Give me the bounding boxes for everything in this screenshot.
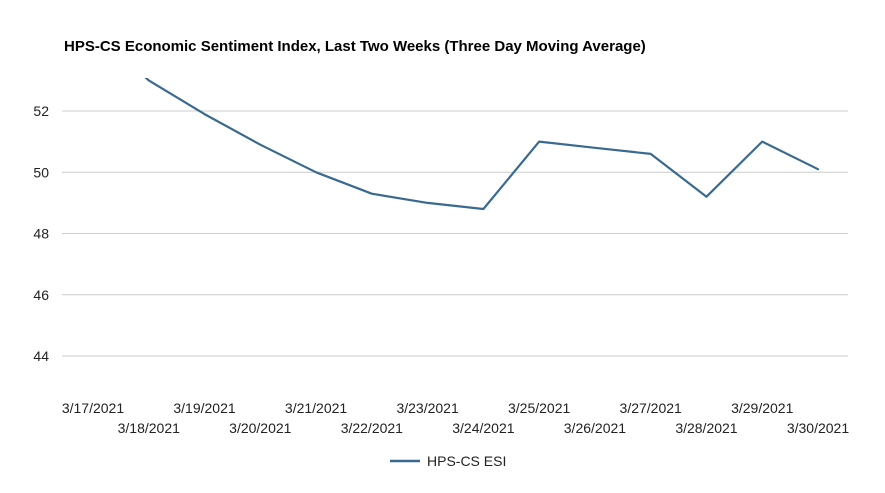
x-tick-label: 3/17/2021 bbox=[62, 400, 124, 416]
x-tick-label: 3/26/2021 bbox=[564, 420, 626, 436]
x-tick-label: 3/19/2021 bbox=[173, 400, 235, 416]
x-tick-label: 3/30/2021 bbox=[787, 420, 849, 436]
y-tick-label: 46 bbox=[33, 287, 49, 303]
series-lines bbox=[144, 78, 820, 211]
x-tick-label: 3/23/2021 bbox=[396, 400, 458, 416]
series-line-0 bbox=[144, 78, 820, 211]
legend-item[interactable]: HPS-CS ESI bbox=[390, 453, 506, 469]
y-tick-label: 50 bbox=[33, 164, 49, 180]
x-tick-label: 3/25/2021 bbox=[508, 400, 570, 416]
legend[interactable]: HPS-CS ESI bbox=[390, 453, 506, 469]
x-tick-label: 3/18/2021 bbox=[118, 420, 180, 436]
x-tick-label: 3/24/2021 bbox=[452, 420, 514, 436]
x-tick-label: 3/20/2021 bbox=[229, 420, 291, 436]
x-tick-label: 3/28/2021 bbox=[675, 420, 737, 436]
x-tick-label: 3/22/2021 bbox=[341, 420, 403, 436]
x-axis-tick-labels: 3/17/2021 3/18/2021 3/19/2021 3/20/2021 3/21… bbox=[62, 400, 849, 436]
x-tick-label: 3/21/2021 bbox=[285, 400, 347, 416]
chart-title: HPS-CS Economic Sentiment Index, Last Tw… bbox=[64, 38, 646, 55]
y-tick-label: 52 bbox=[33, 103, 49, 119]
y-axis-tick-labels: 44 46 48 50 52 bbox=[33, 103, 49, 364]
y-tick-label: 44 bbox=[33, 348, 49, 364]
x-tick-label: 3/29/2021 bbox=[731, 400, 793, 416]
x-tick-label: 3/27/2021 bbox=[620, 400, 682, 416]
grid-lines bbox=[62, 110, 848, 357]
legend-label: HPS-CS ESI bbox=[427, 453, 506, 469]
y-tick-label: 48 bbox=[33, 226, 49, 242]
